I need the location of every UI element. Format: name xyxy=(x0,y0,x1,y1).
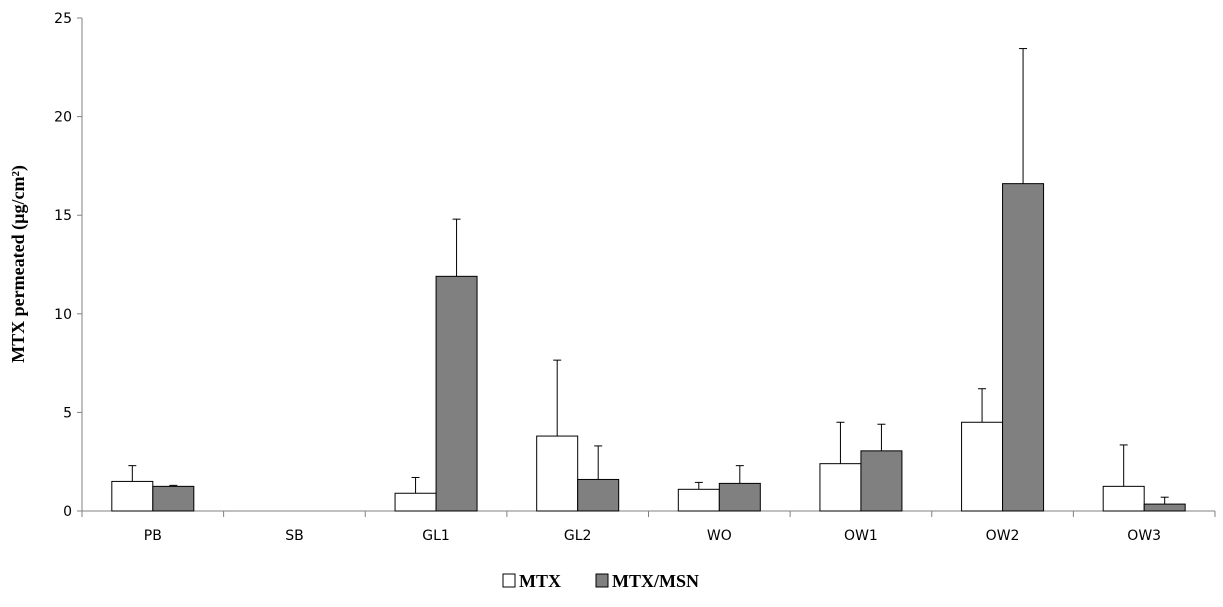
y-tick-label: 5 xyxy=(63,405,72,421)
legend-label-mtx: MTX xyxy=(519,571,561,591)
x-tick-label: WO xyxy=(707,528,732,544)
bar-mtx-msn-gl2 xyxy=(577,478,620,512)
y-tick-label: 20 xyxy=(54,110,72,126)
bar-mtx-msn-gl1 xyxy=(435,275,478,512)
bar-mtx-ow3 xyxy=(1102,485,1145,512)
x-axis: PB SB GL1 GL2 WO OW1 OW2 OW3 xyxy=(81,510,1216,544)
bar-mtx-msn-ow2 xyxy=(1002,183,1045,512)
bar-mtx-msn-pb xyxy=(152,485,195,512)
bar-mtx-wo xyxy=(677,488,720,512)
legend-swatch-mtx xyxy=(502,573,516,588)
bars xyxy=(111,183,1186,512)
y-tick-label: 25 xyxy=(54,11,72,27)
bar-mtx-msn-ow3 xyxy=(1143,503,1186,512)
bar-mtx-msn-wo xyxy=(718,482,761,512)
bar-mtx-gl1 xyxy=(394,492,437,512)
x-tick-label: OW1 xyxy=(844,528,878,544)
x-tick-label: GL2 xyxy=(564,528,592,544)
y-axis: 0 5 10 15 20 25 xyxy=(54,11,83,520)
error-bars xyxy=(128,48,1169,505)
legend-label-mtx-msn: MTX/MSN xyxy=(612,571,699,591)
y-tick-label: 0 xyxy=(63,504,72,520)
bar-mtx-gl2 xyxy=(536,435,579,512)
legend: MTX MTX/MSN xyxy=(502,571,699,591)
bar-mtx-msn-ow1 xyxy=(860,450,903,512)
bar-mtx-ow2 xyxy=(961,421,1004,512)
bar-mtx-pb xyxy=(111,480,154,512)
x-tick-label: OW2 xyxy=(986,528,1020,544)
x-tick-label: PB xyxy=(144,528,162,544)
y-axis-label: MTX permeated (µg/cm²) xyxy=(8,165,29,363)
x-tick-label: GL1 xyxy=(422,528,450,544)
y-tick-label: 15 xyxy=(54,208,72,224)
y-tick-label: 10 xyxy=(54,307,72,323)
legend-swatch-mtx-msn xyxy=(595,573,609,588)
x-tick-label: OW3 xyxy=(1127,528,1161,544)
x-tick-label: SB xyxy=(285,528,304,544)
bar-mtx-ow1 xyxy=(819,463,862,512)
